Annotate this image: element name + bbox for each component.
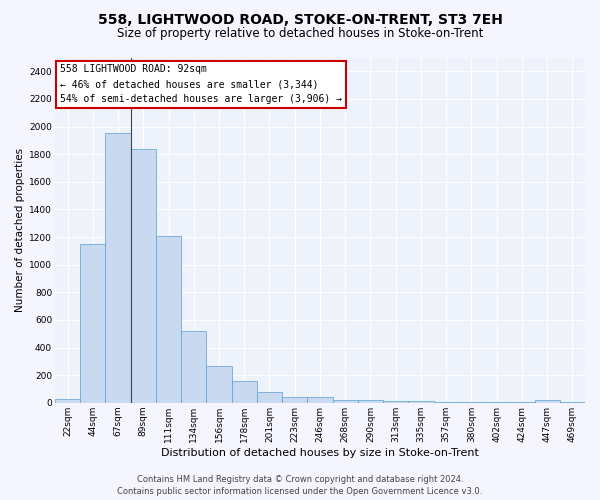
- Bar: [232, 382, 257, 403]
- Y-axis label: Number of detached properties: Number of detached properties: [15, 148, 25, 312]
- Bar: [509, 402, 535, 403]
- Bar: [383, 402, 409, 403]
- Bar: [307, 398, 332, 403]
- Text: Size of property relative to detached houses in Stoke-on-Trent: Size of property relative to detached ho…: [117, 28, 483, 40]
- Bar: [206, 366, 232, 403]
- Bar: [535, 400, 560, 403]
- Bar: [80, 244, 106, 403]
- Text: 558 LIGHTWOOD ROAD: 92sqm
← 46% of detached houses are smaller (3,344)
54% of se: 558 LIGHTWOOD ROAD: 92sqm ← 46% of detac…: [60, 64, 342, 104]
- Bar: [55, 400, 80, 403]
- Bar: [358, 400, 383, 403]
- Bar: [156, 236, 181, 403]
- Bar: [434, 402, 459, 403]
- Bar: [282, 396, 307, 403]
- Bar: [257, 392, 282, 403]
- Bar: [332, 400, 358, 403]
- Text: Contains HM Land Registry data © Crown copyright and database right 2024.
Contai: Contains HM Land Registry data © Crown c…: [118, 474, 482, 496]
- Bar: [181, 331, 206, 403]
- Bar: [459, 402, 484, 403]
- Bar: [560, 402, 585, 403]
- Bar: [106, 134, 131, 403]
- X-axis label: Distribution of detached houses by size in Stoke-on-Trent: Distribution of detached houses by size …: [161, 448, 479, 458]
- Text: 558, LIGHTWOOD ROAD, STOKE-ON-TRENT, ST3 7EH: 558, LIGHTWOOD ROAD, STOKE-ON-TRENT, ST3…: [98, 12, 502, 26]
- Bar: [131, 148, 156, 403]
- Bar: [409, 402, 434, 403]
- Bar: [484, 402, 509, 403]
